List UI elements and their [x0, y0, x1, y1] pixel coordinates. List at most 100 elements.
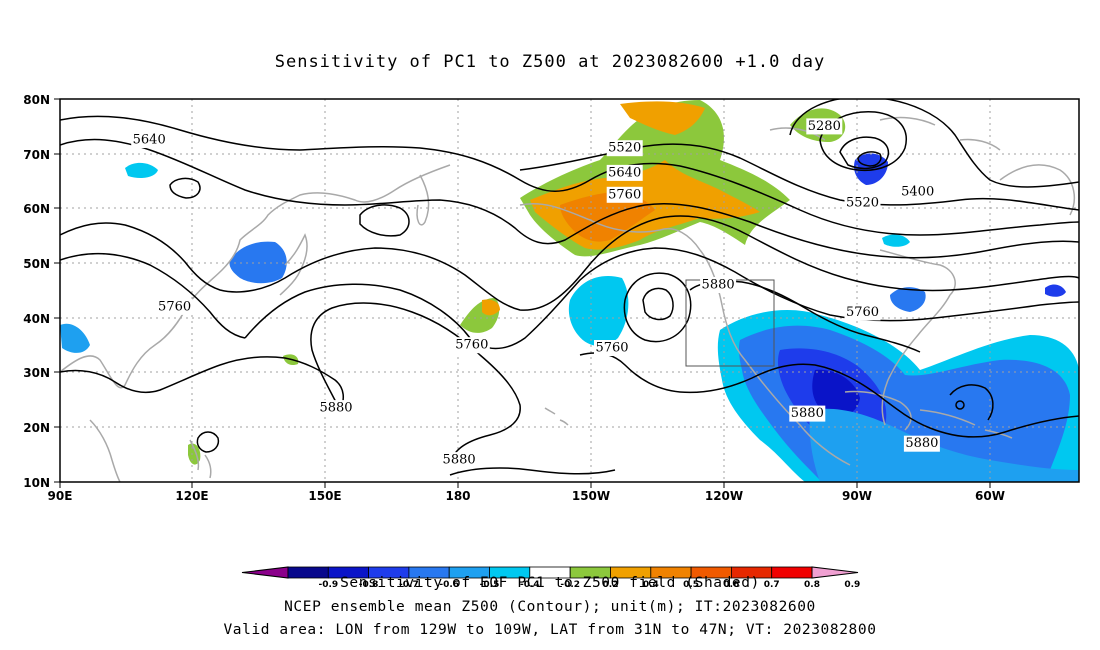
- negative-sensitivity-japan-sea: [229, 241, 287, 284]
- contour-label: 5760: [158, 299, 191, 314]
- contour-label: 5880: [319, 401, 352, 416]
- contour-label-background: [789, 405, 826, 422]
- kamchatka-coast: [416, 174, 430, 226]
- contour-5880-west: [60, 356, 345, 411]
- negative-sensitivity-ne-pacific-light: [568, 276, 629, 346]
- lat-label: 70N: [23, 148, 50, 162]
- philippines-coast: [189, 439, 212, 479]
- contour-label: 5400: [901, 185, 934, 200]
- negative-sensitivity-hudson: [854, 153, 888, 185]
- negative-sensitivity-pacific-mid: [125, 162, 158, 178]
- colorbar-label: -0.2: [560, 580, 580, 590]
- contour-label: 5640: [608, 165, 641, 180]
- contour-label-background: [606, 140, 643, 157]
- colorbar-label: -0.4: [520, 580, 540, 590]
- lat-label: 40N: [23, 312, 50, 326]
- contour-label-background: [700, 277, 737, 293]
- contour-5760-pacific-high: [244, 247, 1079, 350]
- contour-label: 5280: [808, 119, 841, 134]
- contour-5760-band2: [60, 252, 246, 339]
- contour-label-background: [844, 304, 881, 321]
- contour-5760-west: [60, 215, 1079, 311]
- contour-label: 5520: [846, 196, 879, 211]
- contour-label: 5760: [608, 187, 641, 202]
- contour-label-background: [441, 452, 478, 469]
- negative-sensitivity-labrador: [882, 234, 910, 247]
- contour-label: 5760: [455, 338, 488, 353]
- lat-labels: 80N 70N 60N 50N 40N 30N 20N 10N: [23, 93, 50, 490]
- lat-label: 80N: [23, 93, 50, 107]
- lon-ticks: [59, 482, 991, 488]
- colorbar-label: 0.6: [723, 580, 739, 590]
- strong-sensitivity-dateline: [482, 299, 500, 316]
- contour-5880-south-pacific: [449, 467, 616, 476]
- colorbar-label: -0.9: [318, 580, 338, 590]
- contour-label: 5760: [595, 341, 628, 356]
- lon-label: 90E: [48, 489, 73, 503]
- contour-label-background: [156, 298, 193, 315]
- hawaii-islands: [544, 407, 569, 426]
- contour-5880-pacific: [310, 302, 521, 461]
- contour-label: 5520: [608, 141, 641, 156]
- contour-label-background: [899, 184, 936, 200]
- contour-label-background: [606, 186, 643, 203]
- colorbar-label: 0.2: [603, 580, 619, 590]
- indochina-coast: [89, 419, 121, 482]
- contour-label-background: [606, 164, 643, 181]
- grid-lines: [60, 99, 1079, 482]
- contour-5880-atlantic-high: [949, 384, 994, 421]
- map-title: Sensitivity of PC1 to Z500 at 2023082600…: [274, 52, 826, 72]
- contour-small-low-asia: [169, 177, 201, 199]
- lon-labels: 90E 120E 150E 180 150W 120W 90W 60W: [48, 489, 1005, 503]
- contour-label: 5760: [846, 305, 879, 320]
- caption-shading: Sensitivity of EOF PC1 to Z500 field (Sh…: [340, 575, 760, 591]
- contour-5640-second: [60, 138, 1079, 259]
- japan-coast: [279, 233, 308, 296]
- lon-label: 60W: [975, 489, 1005, 503]
- colorbar-label: 0.5: [683, 580, 699, 590]
- negative-sensitivity-west-atlantic: [1045, 284, 1066, 297]
- contour-5880-east-south: [579, 352, 1079, 438]
- lat-label: 60N: [23, 202, 50, 216]
- caption-contour: NCEP ensemble mean Z500 (Contour); unit(…: [284, 599, 816, 615]
- contour-small-low-philippines: [196, 431, 220, 453]
- lat-label: 30N: [23, 366, 50, 380]
- contour-label: 5880: [905, 436, 938, 451]
- contour-label-background: [453, 337, 490, 354]
- lat-label: 50N: [23, 257, 50, 271]
- lon-label: 180: [445, 489, 470, 503]
- caption-valid-area: Valid area: LON from 129W to 109W, LAT f…: [223, 622, 877, 638]
- contour-label-background: [844, 195, 881, 211]
- map-frame: [59, 98, 1080, 483]
- strong-sensitivity-arctic: [620, 101, 705, 135]
- colorbar-label: 0.9: [844, 580, 860, 590]
- colorbar-label: -0.7: [399, 580, 419, 590]
- colorbar-label: 0.8: [804, 580, 820, 590]
- contour-small-low-kamchatka: [359, 204, 410, 237]
- colorbar-label: 0.4: [643, 580, 659, 590]
- colorbar-label: 0.7: [764, 580, 780, 590]
- contour-5760-low-inner: [642, 287, 674, 321]
- lon-label: 120E: [175, 489, 208, 503]
- contour-label-layer: 5640 5520 5640 5760 5280 5400 5520 5760 5760 5760…: [131, 118, 940, 469]
- colorbar-max-arrow: [811, 566, 859, 579]
- lat-label: 10N: [23, 476, 50, 490]
- contour-label: 5880: [443, 453, 476, 468]
- contour-label-background: [131, 132, 168, 148]
- contour-label-background: [903, 435, 940, 452]
- contour-5280: [819, 111, 907, 172]
- colorbar-label: -0.8: [359, 580, 379, 590]
- gulf-coast: [844, 390, 912, 431]
- na-east-coast: [881, 294, 951, 426]
- colorbar-label: -0.5: [480, 580, 500, 590]
- contour-5280-core: [857, 151, 882, 167]
- greenland-coast: [999, 164, 1076, 216]
- contour-label-background: [806, 118, 843, 135]
- lon-label: 120W: [705, 489, 743, 503]
- negative-sensitivity-china: [60, 323, 90, 353]
- contour-5760-low: [623, 272, 692, 343]
- contour-small-high-atlantic: [955, 400, 965, 410]
- contour-label-background: [594, 340, 630, 356]
- colorbar: -0.9 -0.8 -0.7 -0.6 -0.5 -0.4 -0.2 0.2 0.4 0.5 0.6…: [241, 566, 860, 590]
